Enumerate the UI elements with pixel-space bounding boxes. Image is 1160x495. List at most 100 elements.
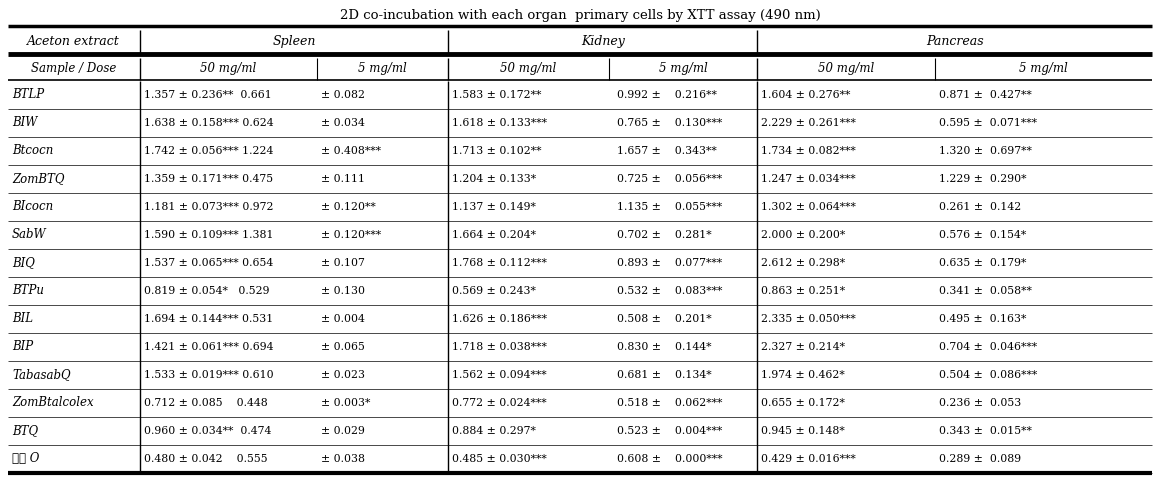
Text: ± 0.120**: ± 0.120**	[321, 201, 376, 211]
Text: 50 mg/ml: 50 mg/ml	[200, 62, 256, 75]
Text: 0.871 ±  0.427**: 0.871 ± 0.427**	[938, 90, 1031, 99]
Text: ± 0.111: ± 0.111	[321, 174, 365, 184]
Text: ± 0.038: ± 0.038	[321, 453, 365, 463]
Text: ± 0.034: ± 0.034	[321, 117, 364, 128]
Text: 0.523 ±    0.004***: 0.523 ± 0.004***	[617, 426, 722, 436]
Text: 0.485 ± 0.030***: 0.485 ± 0.030***	[452, 453, 548, 463]
Text: 0.893 ±    0.077***: 0.893 ± 0.077***	[617, 257, 722, 267]
Text: 1.583 ± 0.172**: 1.583 ± 0.172**	[452, 90, 542, 99]
Text: 50 mg/ml: 50 mg/ml	[500, 62, 557, 75]
Text: BIP: BIP	[12, 340, 34, 353]
Text: 0.960 ± 0.034**  0.474: 0.960 ± 0.034** 0.474	[144, 426, 271, 436]
Text: BTLP: BTLP	[12, 88, 44, 101]
Text: 50 mg/ml: 50 mg/ml	[818, 62, 875, 75]
Text: 2.327 ± 0.214*: 2.327 ± 0.214*	[761, 342, 846, 351]
Text: ± 0.082: ± 0.082	[321, 90, 365, 99]
Text: 1.135 ±    0.055***: 1.135 ± 0.055***	[617, 201, 722, 211]
Text: 1.247 ± 0.034***: 1.247 ± 0.034***	[761, 174, 856, 184]
Text: 0.765 ±    0.130***: 0.765 ± 0.130***	[617, 117, 722, 128]
Text: TabasabQ: TabasabQ	[12, 368, 71, 381]
Text: 1.657 ±    0.343**: 1.657 ± 0.343**	[617, 146, 717, 155]
Text: Btcocn: Btcocn	[12, 144, 53, 157]
Text: Sample / Dose: Sample / Dose	[31, 62, 116, 75]
Text: 1.742 ± 0.056*** 1.224: 1.742 ± 0.056*** 1.224	[144, 146, 273, 155]
Text: 1.320 ±  0.697**: 1.320 ± 0.697**	[938, 146, 1031, 155]
Text: 1.664 ± 0.204*: 1.664 ± 0.204*	[452, 230, 536, 240]
Text: 0.772 ± 0.024***: 0.772 ± 0.024***	[452, 397, 548, 407]
Text: 1.718 ± 0.038***: 1.718 ± 0.038***	[452, 342, 548, 351]
Text: 0.576 ±  0.154*: 0.576 ± 0.154*	[938, 230, 1025, 240]
Text: Pancreas: Pancreas	[926, 35, 984, 48]
Text: ± 0.107: ± 0.107	[321, 257, 364, 267]
Text: 0.608 ±    0.000***: 0.608 ± 0.000***	[617, 453, 722, 463]
Text: 0.236 ±  0.053: 0.236 ± 0.053	[938, 397, 1021, 407]
Text: 1.768 ± 0.112***: 1.768 ± 0.112***	[452, 257, 548, 267]
Text: 0.569 ± 0.243*: 0.569 ± 0.243*	[452, 286, 536, 296]
Text: 1.713 ± 0.102**: 1.713 ± 0.102**	[452, 146, 542, 155]
Text: 1.359 ± 0.171*** 0.475: 1.359 ± 0.171*** 0.475	[144, 174, 273, 184]
Text: 0.341 ±  0.058**: 0.341 ± 0.058**	[938, 286, 1031, 296]
Text: 1.537 ± 0.065*** 0.654: 1.537 ± 0.065*** 0.654	[144, 257, 273, 267]
Text: 5 mg/ml: 5 mg/ml	[358, 62, 407, 75]
Text: Kidney: Kidney	[581, 35, 625, 48]
Text: 1.229 ±  0.290*: 1.229 ± 0.290*	[938, 174, 1027, 184]
Text: 1.533 ± 0.019*** 0.610: 1.533 ± 0.019*** 0.610	[144, 369, 274, 380]
Text: 2.229 ± 0.261***: 2.229 ± 0.261***	[761, 117, 856, 128]
Text: 1.181 ± 0.073*** 0.972: 1.181 ± 0.073*** 0.972	[144, 201, 273, 211]
Text: ± 0.023: ± 0.023	[321, 369, 365, 380]
Text: ± 0.029: ± 0.029	[321, 426, 364, 436]
Text: 0.595 ±  0.071***: 0.595 ± 0.071***	[938, 117, 1037, 128]
Text: 0.635 ±  0.179*: 0.635 ± 0.179*	[938, 257, 1025, 267]
Text: 0.532 ±    0.083***: 0.532 ± 0.083***	[617, 286, 722, 296]
Text: 0.261 ±  0.142: 0.261 ± 0.142	[938, 201, 1021, 211]
Text: 1.604 ± 0.276**: 1.604 ± 0.276**	[761, 90, 850, 99]
Text: BTPu: BTPu	[12, 284, 44, 297]
Text: 人口 O: 人口 O	[12, 452, 39, 465]
Text: 1.562 ± 0.094***: 1.562 ± 0.094***	[452, 369, 548, 380]
Text: SabW: SabW	[12, 228, 46, 241]
Text: 0.289 ±  0.089: 0.289 ± 0.089	[938, 453, 1021, 463]
Text: BIL: BIL	[12, 312, 32, 325]
Text: 2.000 ± 0.200*: 2.000 ± 0.200*	[761, 230, 846, 240]
Text: 1.302 ± 0.064***: 1.302 ± 0.064***	[761, 201, 856, 211]
Text: 0.945 ± 0.148*: 0.945 ± 0.148*	[761, 426, 846, 436]
Text: ± 0.004: ± 0.004	[321, 313, 364, 324]
Text: 0.508 ±    0.201*: 0.508 ± 0.201*	[617, 313, 711, 324]
Text: 1.590 ± 0.109*** 1.381: 1.590 ± 0.109*** 1.381	[144, 230, 273, 240]
Text: 0.343 ±  0.015**: 0.343 ± 0.015**	[938, 426, 1031, 436]
Text: Aceton extract: Aceton extract	[28, 35, 121, 48]
Text: 0.429 ± 0.016***: 0.429 ± 0.016***	[761, 453, 856, 463]
Text: ± 0.065: ± 0.065	[321, 342, 364, 351]
Text: 1.734 ± 0.082***: 1.734 ± 0.082***	[761, 146, 856, 155]
Text: 2D co-incubation with each organ  primary cells by XTT assay (490 nm): 2D co-incubation with each organ primary…	[340, 8, 820, 21]
Text: BIcocn: BIcocn	[12, 200, 53, 213]
Text: 0.819 ± 0.054*   0.529: 0.819 ± 0.054* 0.529	[144, 286, 269, 296]
Text: BTQ: BTQ	[12, 424, 38, 437]
Text: 1.357 ± 0.236**  0.661: 1.357 ± 0.236** 0.661	[144, 90, 271, 99]
Text: ± 0.130: ± 0.130	[321, 286, 365, 296]
Text: 1.626 ± 0.186***: 1.626 ± 0.186***	[452, 313, 548, 324]
Text: 0.884 ± 0.297*: 0.884 ± 0.297*	[452, 426, 536, 436]
Text: ± 0.120***: ± 0.120***	[321, 230, 380, 240]
Text: 0.495 ±  0.163*: 0.495 ± 0.163*	[938, 313, 1025, 324]
Text: 1.638 ± 0.158*** 0.624: 1.638 ± 0.158*** 0.624	[144, 117, 274, 128]
Text: 0.504 ±  0.086***: 0.504 ± 0.086***	[938, 369, 1037, 380]
Text: 0.830 ±    0.144*: 0.830 ± 0.144*	[617, 342, 711, 351]
Text: 0.863 ± 0.251*: 0.863 ± 0.251*	[761, 286, 846, 296]
Text: 0.725 ±    0.056***: 0.725 ± 0.056***	[617, 174, 722, 184]
Text: 1.137 ± 0.149*: 1.137 ± 0.149*	[452, 201, 536, 211]
Text: 0.992 ±    0.216**: 0.992 ± 0.216**	[617, 90, 717, 99]
Text: 2.612 ± 0.298*: 2.612 ± 0.298*	[761, 257, 846, 267]
Text: 0.712 ± 0.085    0.448: 0.712 ± 0.085 0.448	[144, 397, 267, 407]
Text: 0.655 ± 0.172*: 0.655 ± 0.172*	[761, 397, 846, 407]
Text: ± 0.408***: ± 0.408***	[321, 146, 380, 155]
Text: 0.702 ±    0.281*: 0.702 ± 0.281*	[617, 230, 711, 240]
Text: 5 mg/ml: 5 mg/ml	[1018, 62, 1067, 75]
Text: 0.704 ±  0.046***: 0.704 ± 0.046***	[938, 342, 1037, 351]
Text: ± 0.003*: ± 0.003*	[321, 397, 370, 407]
Text: ZomBtalcolex: ZomBtalcolex	[12, 396, 94, 409]
Text: BIQ: BIQ	[12, 256, 35, 269]
Text: 1.974 ± 0.462*: 1.974 ± 0.462*	[761, 369, 846, 380]
Text: 1.204 ± 0.133*: 1.204 ± 0.133*	[452, 174, 537, 184]
Text: 2.335 ± 0.050***: 2.335 ± 0.050***	[761, 313, 856, 324]
